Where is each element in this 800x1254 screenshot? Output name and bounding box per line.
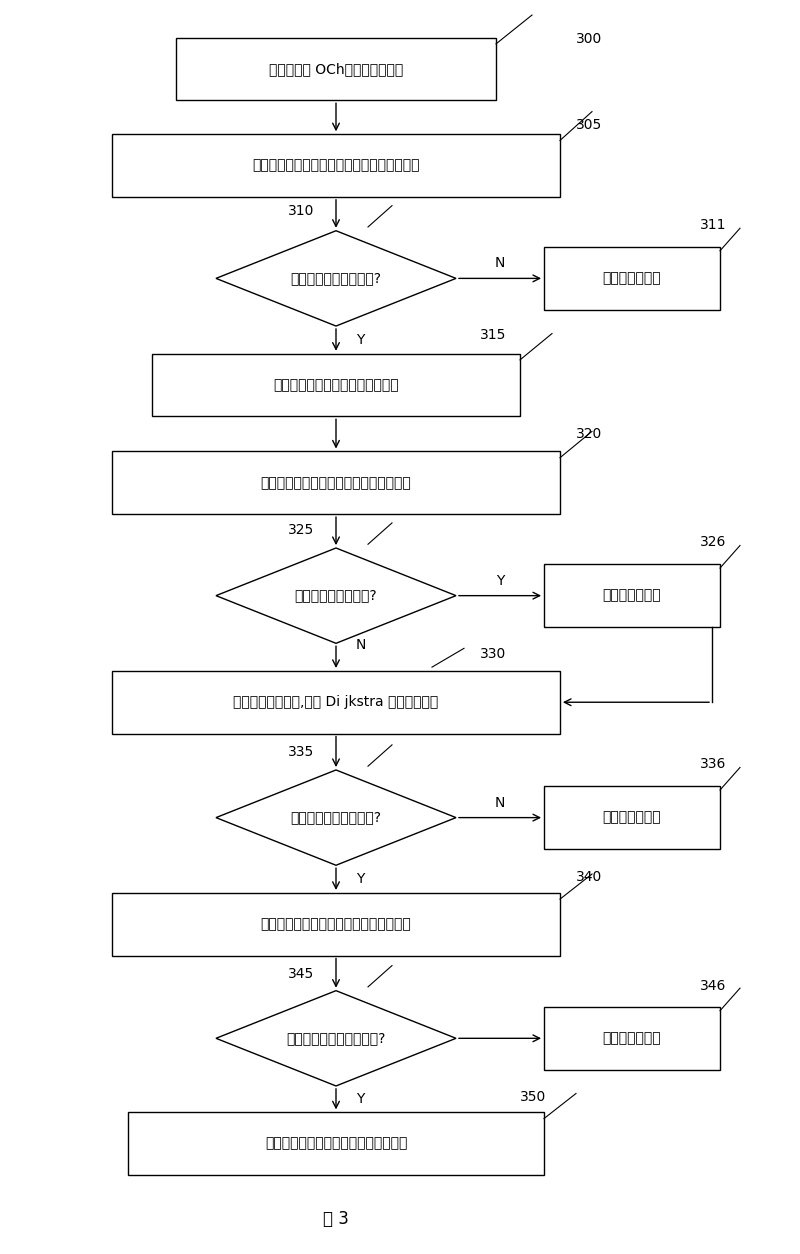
- Text: Y: Y: [496, 573, 504, 588]
- FancyBboxPatch shape: [112, 134, 560, 197]
- FancyBboxPatch shape: [544, 1007, 720, 1070]
- Text: 图形化和列表显示出计算出的路由信息: 图形化和列表显示出计算出的路由信息: [265, 1136, 407, 1151]
- Polygon shape: [216, 770, 456, 865]
- Text: 是否能成功确定具体路由?: 是否能成功确定具体路由?: [286, 1031, 386, 1046]
- Text: 使用临时子路径构造计算路由资源拓扑图: 使用临时子路径构造计算路由资源拓扑图: [261, 475, 411, 490]
- Polygon shape: [216, 991, 456, 1086]
- Text: 是否能成功计算出路由?: 是否能成功计算出路由?: [290, 810, 382, 825]
- Text: 提示错误，退出: 提示错误，退出: [602, 1031, 662, 1046]
- Text: 326: 326: [700, 535, 726, 549]
- Text: 根据单板之间连接信息计算源宿可达网元范围: 根据单板之间连接信息计算源宿可达网元范围: [252, 158, 420, 173]
- Text: 305: 305: [576, 118, 602, 132]
- Text: 345: 345: [288, 967, 314, 981]
- Text: 预处理原始路径，拼接临时子路径: 预处理原始路径，拼接临时子路径: [273, 377, 399, 393]
- FancyBboxPatch shape: [152, 354, 520, 416]
- Text: 300: 300: [576, 33, 602, 46]
- Text: Y: Y: [356, 332, 364, 347]
- FancyBboxPatch shape: [544, 786, 720, 849]
- Text: Y: Y: [356, 1092, 364, 1106]
- FancyBboxPatch shape: [112, 671, 560, 734]
- FancyBboxPatch shape: [128, 1112, 544, 1175]
- Text: 是否设置有路由约束?: 是否设置有路由约束?: [294, 588, 378, 603]
- Text: Y: Y: [356, 872, 364, 887]
- FancyBboxPatch shape: [544, 564, 720, 627]
- Text: 350: 350: [520, 1090, 546, 1104]
- Text: 以单板粒度为粒度,使用 Di jkstra 方法计算路由: 以单板粒度为粒度,使用 Di jkstra 方法计算路由: [234, 695, 438, 710]
- FancyBboxPatch shape: [544, 247, 720, 310]
- Text: N: N: [495, 256, 505, 271]
- Text: 346: 346: [700, 979, 726, 993]
- Text: 源宿网元是否连接可达?: 源宿网元是否连接可达?: [290, 271, 382, 286]
- Text: 311: 311: [700, 218, 726, 232]
- FancyBboxPatch shape: [112, 893, 560, 956]
- Text: 340: 340: [576, 870, 602, 884]
- Text: 提示错误，退出: 提示错误，退出: [602, 810, 662, 825]
- Text: 确定路由两两单板之间的具体服务层路径: 确定路由两两单板之间的具体服务层路径: [261, 917, 411, 932]
- Polygon shape: [216, 231, 456, 326]
- Text: 获取待创建 OCh路径的波长信息: 获取待创建 OCh路径的波长信息: [269, 61, 403, 76]
- Text: 335: 335: [288, 745, 314, 759]
- Text: 320: 320: [576, 428, 602, 441]
- Text: 330: 330: [480, 647, 506, 661]
- Text: 315: 315: [480, 329, 506, 342]
- Text: 325: 325: [288, 523, 314, 537]
- Text: 提示错误，退出: 提示错误，退出: [602, 271, 662, 286]
- Text: 336: 336: [700, 757, 726, 771]
- Text: 图 3: 图 3: [323, 1210, 349, 1228]
- Text: N: N: [495, 795, 505, 810]
- Text: 310: 310: [288, 204, 314, 218]
- FancyBboxPatch shape: [112, 451, 560, 514]
- Text: 处理拓扑资源图: 处理拓扑资源图: [602, 588, 662, 603]
- Text: N: N: [356, 637, 366, 652]
- Polygon shape: [216, 548, 456, 643]
- FancyBboxPatch shape: [176, 38, 496, 100]
